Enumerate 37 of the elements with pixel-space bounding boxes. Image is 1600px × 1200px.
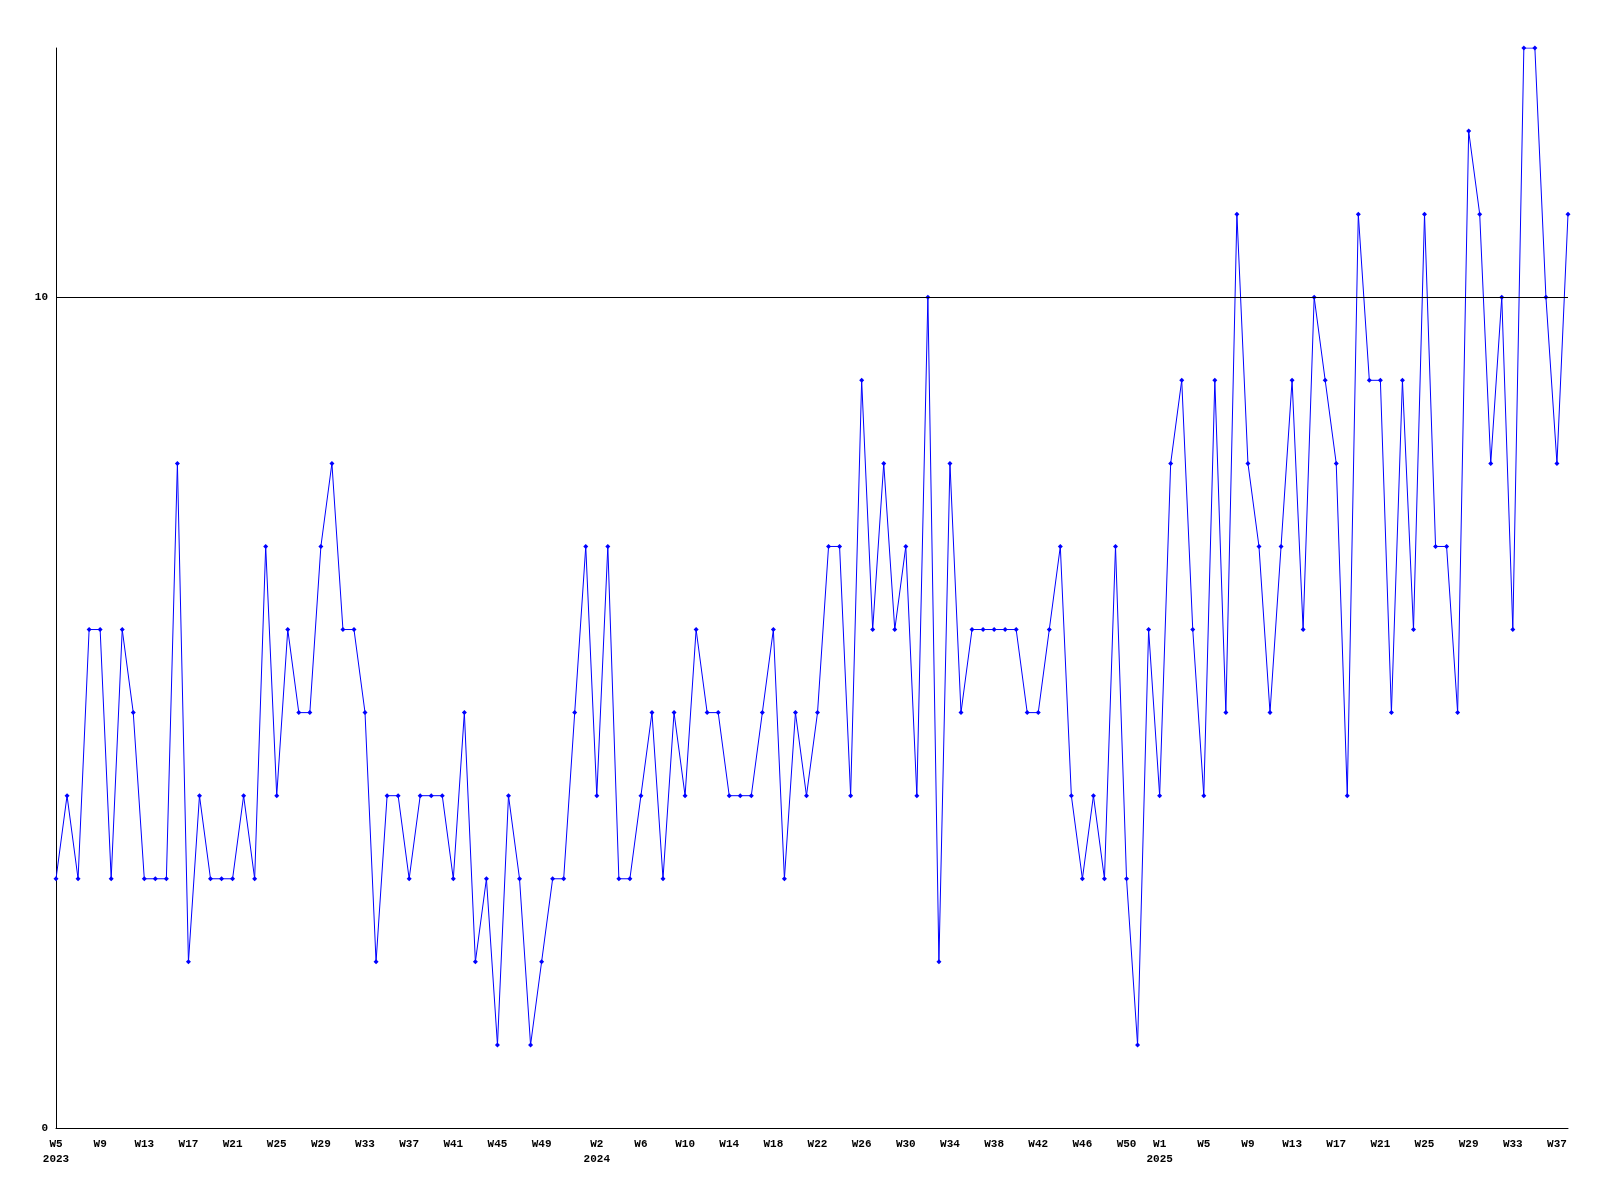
x-tick-label: W50 — [1116, 1137, 1137, 1150]
x-tick-label: W25 — [1414, 1137, 1435, 1150]
x-tick-label: W33 — [1502, 1137, 1524, 1150]
x-tick-label: W30 — [895, 1137, 916, 1150]
x-tick-label: W22 — [807, 1137, 828, 1150]
x-tick-label: W6 — [634, 1137, 648, 1150]
x-tick-label: W38 — [984, 1137, 1005, 1150]
x-tick-label: W49 — [531, 1137, 552, 1150]
x-tick-label: W41 — [443, 1137, 464, 1150]
x-tick-label: W9 — [93, 1137, 107, 1150]
x-tick-label: W5 2023 — [42, 1137, 70, 1165]
x-tick-label: W42 — [1028, 1137, 1049, 1150]
y-tick-label: 0 — [41, 1122, 48, 1134]
x-tick-label: W13 — [1282, 1137, 1303, 1150]
x-tick-label: W21 — [1370, 1137, 1391, 1150]
x-tick-label: W21 — [222, 1137, 243, 1150]
x-tick-label: W26 — [851, 1137, 872, 1150]
x-tick-label: W17 — [1326, 1137, 1347, 1150]
x-tick-label: W17 — [178, 1137, 199, 1150]
x-tick-label: W10 — [675, 1137, 695, 1150]
x-tick-label: W37 — [399, 1137, 420, 1150]
y-tick-label: 10 — [34, 291, 48, 304]
x-tick-label: W45 — [487, 1137, 508, 1150]
x-tick-label: W25 — [266, 1137, 288, 1150]
x-tick-label: W18 — [763, 1137, 784, 1150]
x-tick-label: W34 — [940, 1137, 961, 1150]
x-tick-label: W33 — [355, 1137, 376, 1150]
x-tick-label: W9 — [1241, 1137, 1255, 1150]
x-tick-label: W29 — [310, 1137, 331, 1150]
x-tick-label: W13 — [134, 1137, 155, 1150]
x-tick-label: W46 — [1072, 1137, 1093, 1150]
x-tick-label: W37 — [1547, 1137, 1567, 1150]
x-tick-label: W29 — [1458, 1137, 1479, 1150]
x-tick-label: W14 — [719, 1137, 740, 1150]
x-tick-label: W2 2024 — [583, 1137, 611, 1165]
x-tick-label: W5 — [1197, 1137, 1211, 1150]
x-tick-label: W1 2025 — [1146, 1137, 1174, 1165]
